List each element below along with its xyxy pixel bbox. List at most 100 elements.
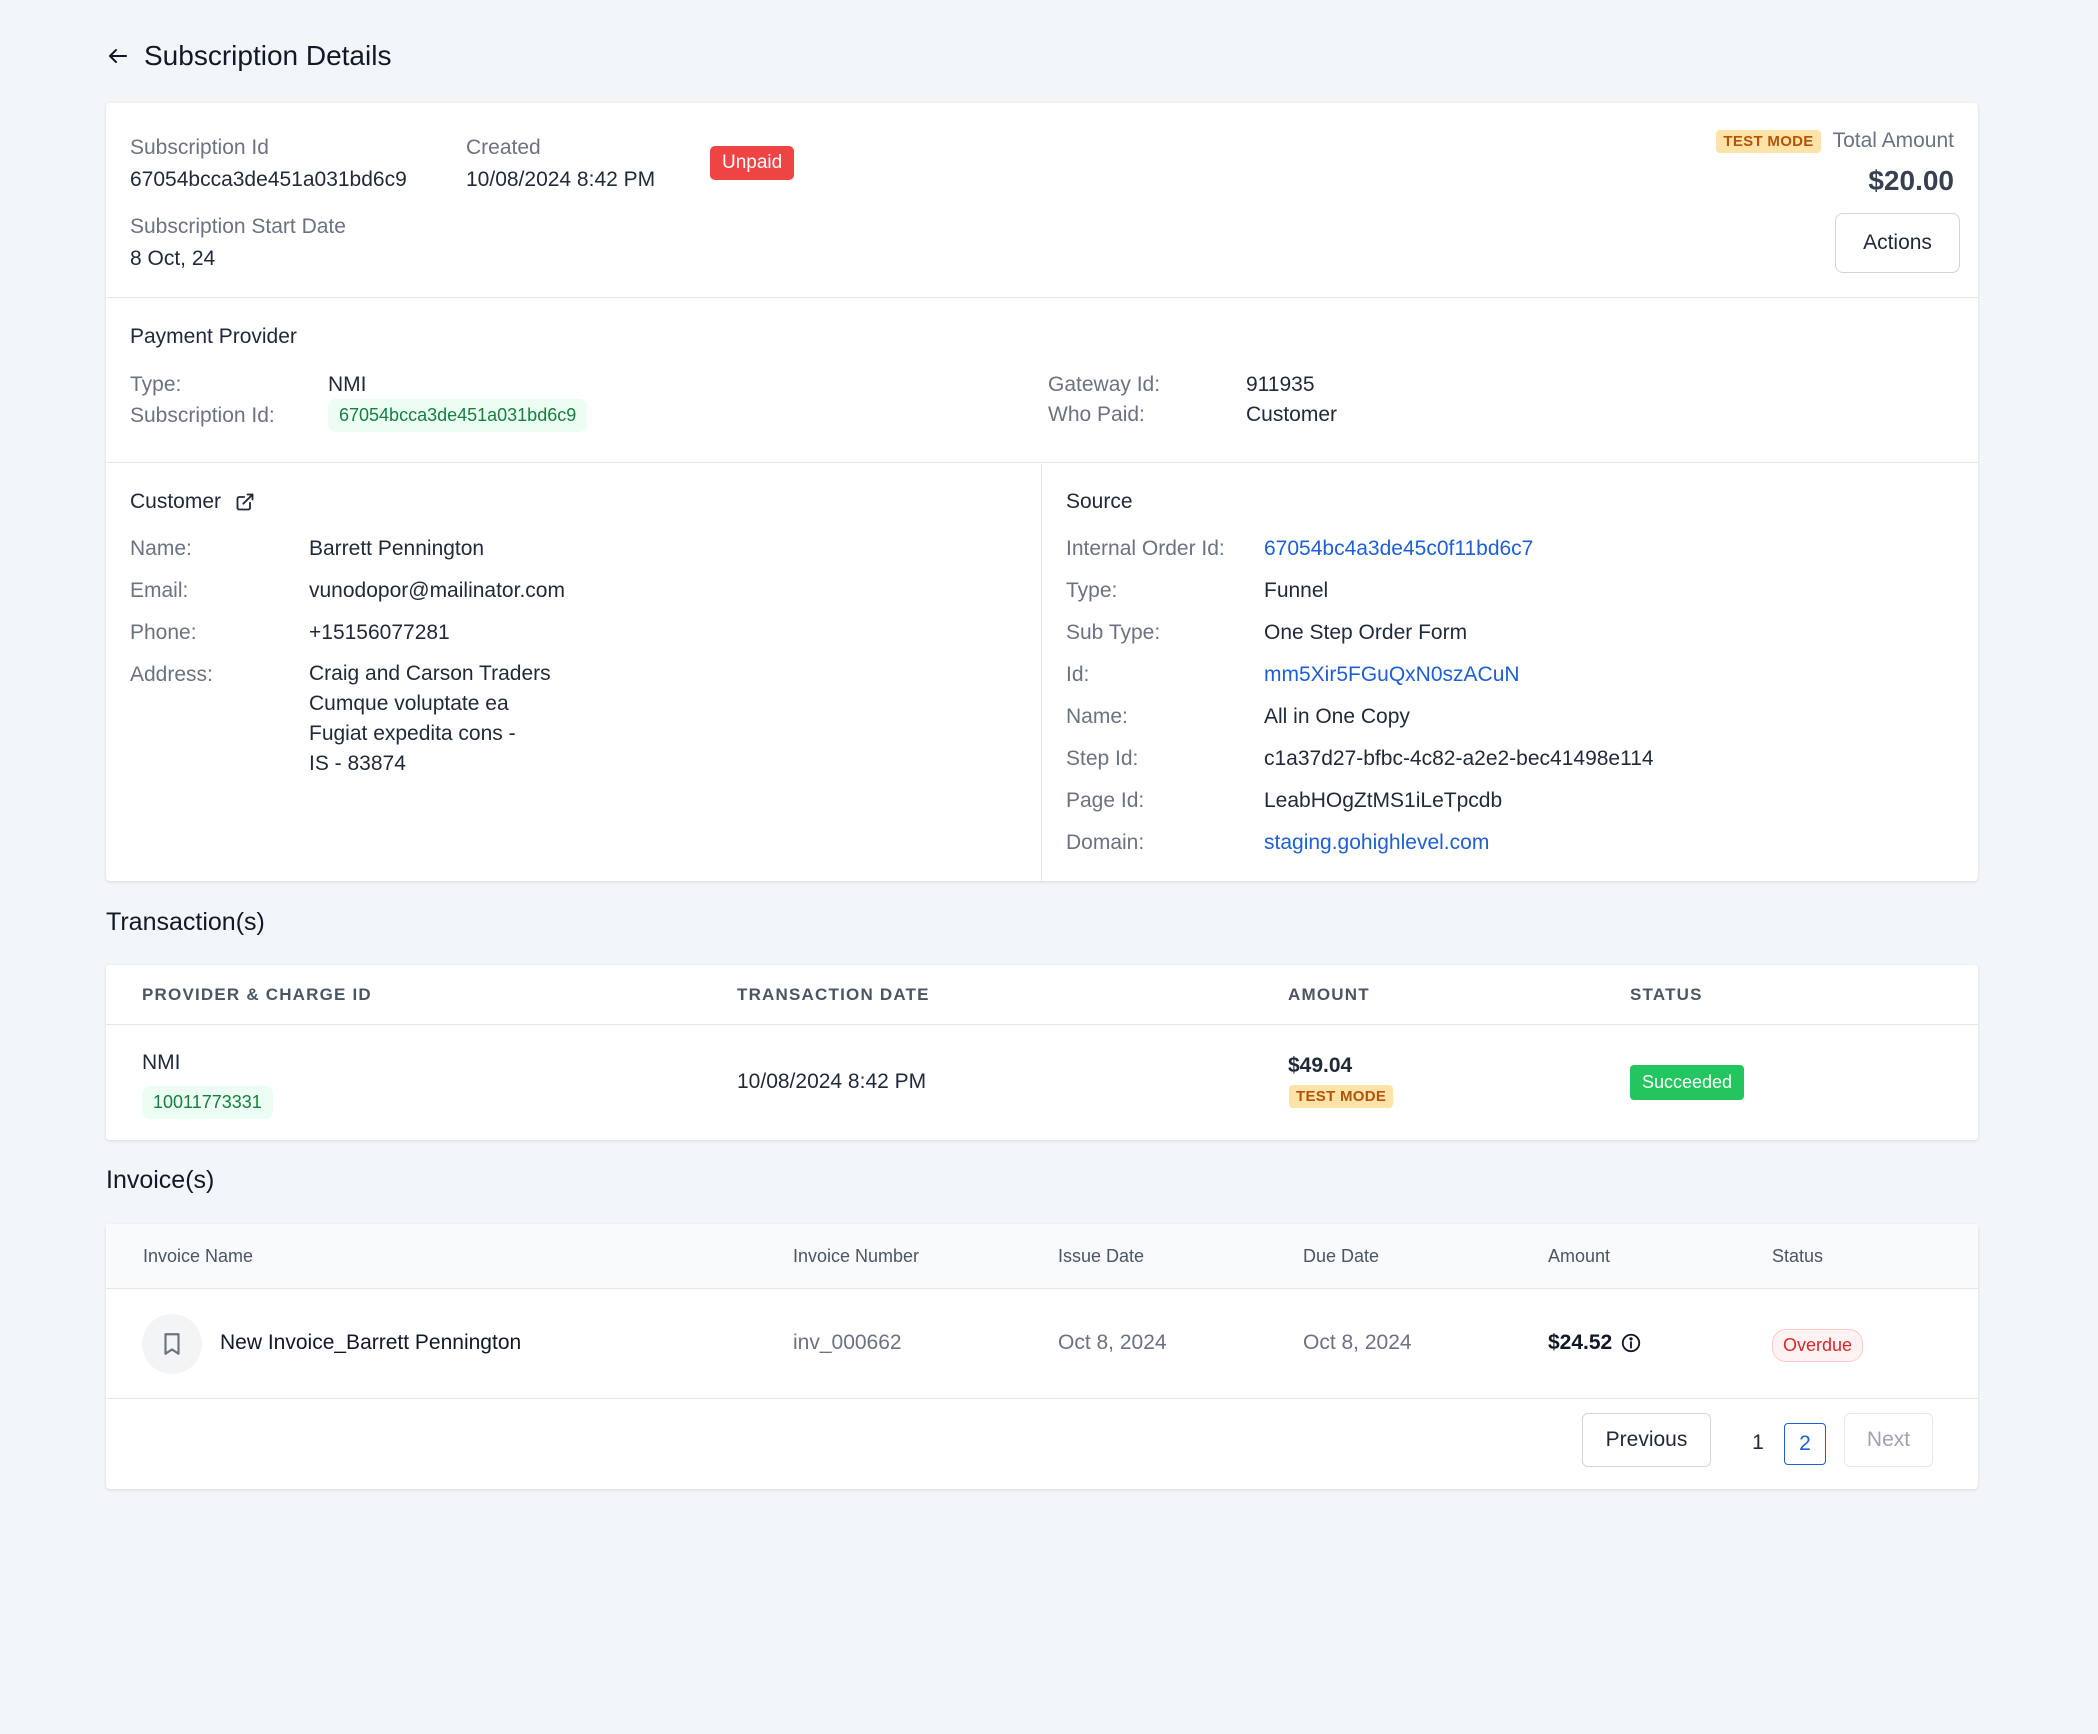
domain-row: Domain: staging.gohighlevel.com <box>1066 831 1489 855</box>
source-id-row: Id: mm5Xir5FGuQxN0szACuN <box>1066 663 1520 687</box>
source-name-label: Name: <box>1066 705 1128 728</box>
page-id-row: Page Id: LeabHOgZtMS1iLeTpcdb <box>1066 789 1502 813</box>
column-header: Due Date <box>1303 1246 1380 1266</box>
created-label: Created <box>466 136 541 159</box>
provider-name: NMI <box>142 1051 181 1074</box>
provider-type-row: Type: NMI <box>130 373 367 397</box>
who-paid-row: Who Paid: Customer <box>1048 403 1337 427</box>
customer-phone-label: Phone: <box>130 621 197 644</box>
address-line: Craig and Carson Traders <box>309 662 551 685</box>
transaction-amount: $49.04 <box>1288 1054 1353 1077</box>
page-id-label: Page Id: <box>1066 789 1145 812</box>
invoices-heading: Invoice(s) <box>106 1166 215 1194</box>
test-mode-badge: TEST MODE <box>1289 1085 1394 1108</box>
subscription-summary: Subscription Id 67054bcca3de451a031bd6c9… <box>106 103 1978 298</box>
column-header: Amount <box>1548 1246 1611 1266</box>
status-badge: Overdue <box>1772 1329 1864 1362</box>
payment-provider-title: Payment Provider <box>130 325 297 348</box>
external-link-icon[interactable] <box>235 492 255 512</box>
source-type-value: Funnel <box>1264 579 1329 602</box>
provider-subscription-id-label: Subscription Id: <box>130 403 275 427</box>
subscription-card: Subscription Id 67054bcca3de451a031bd6c9… <box>106 103 1978 881</box>
internal-order-id-link[interactable]: 67054bc4a3de45c0f11bd6c7 <box>1264 537 1534 560</box>
source-subtype-label: Sub Type: <box>1066 621 1161 644</box>
customer-name-label: Name: <box>130 537 192 560</box>
source-id-label: Id: <box>1066 663 1090 686</box>
column-header: Invoice Number <box>793 1246 920 1266</box>
invoice-icon <box>142 1314 202 1374</box>
status-badge: Unpaid <box>710 146 795 180</box>
address-line: Fugiat expedita cons - <box>309 722 516 745</box>
page-1-button[interactable]: 1 <box>1752 1431 1764 1454</box>
next-button[interactable]: Next <box>1844 1413 1933 1467</box>
column-header: PROVIDER & CHARGE ID <box>142 985 372 1004</box>
transactions-table: PROVIDER & CHARGE ID TRANSACTION DATE AM… <box>106 965 1978 1140</box>
section-divider <box>1041 464 1042 881</box>
info-icon[interactable] <box>1620 1332 1642 1354</box>
page-header: Subscription Details <box>106 40 391 72</box>
customer-email-value: vunodopor@mailinator.com <box>309 579 565 602</box>
created-field: Created 10/08/2024 8:42 PM <box>466 136 655 192</box>
transactions-heading: Transaction(s) <box>106 908 265 936</box>
source-subtype-value: One Step Order Form <box>1264 621 1468 644</box>
customer-source-section: Customer Name: Barrett Pennington Email:… <box>106 464 1978 881</box>
payment-provider-section: Payment Provider Type: NMI Subscription … <box>106 299 1978 463</box>
customer-address-value: Craig and Carson Traders Cumque voluptat… <box>309 659 551 779</box>
column-header: Status <box>1772 1246 1824 1266</box>
step-id-label: Step Id: <box>1066 747 1139 770</box>
customer-address-row: Address: Craig and Carson Traders Cumque… <box>130 662 551 779</box>
customer-name-row: Name: Barrett Pennington <box>130 537 484 561</box>
invoices-table: Invoice Name Invoice Number Issue Date D… <box>106 1224 1978 1489</box>
address-line: IS - 83874 <box>309 752 406 775</box>
column-header: TRANSACTION DATE <box>737 985 930 1004</box>
gateway-id-value: 911935 <box>1246 373 1315 396</box>
who-paid-label: Who Paid: <box>1048 403 1145 426</box>
total-amount-value: $20.00 <box>1868 165 1954 196</box>
back-arrow-icon[interactable] <box>106 44 130 68</box>
column-header: STATUS <box>1630 985 1703 1004</box>
source-type-label: Type: <box>1066 579 1118 602</box>
actions-button[interactable]: Actions <box>1835 213 1960 273</box>
provider-type-label: Type: <box>130 373 182 396</box>
column-header: AMOUNT <box>1288 985 1370 1004</box>
source-subtype-row: Sub Type: One Step Order Form <box>1066 621 1467 645</box>
invoice-amount: $24.52 <box>1548 1331 1613 1354</box>
invoice-amount-cell: $24.52 <box>1548 1331 1642 1355</box>
provider-subscription-id-row: Subscription Id: 67054bcca3de451a031bd6c… <box>130 399 588 432</box>
customer-title-text: Customer <box>130 490 222 513</box>
step-id-row: Step Id: c1a37d27-bfbc-4c82-a2e2-bec4149… <box>1066 747 1654 771</box>
invoice-name[interactable]: New Invoice_Barrett Pennington <box>220 1331 522 1354</box>
subscription-id-label: Subscription Id <box>130 136 269 159</box>
start-date-value: 8 Oct, 24 <box>130 247 216 270</box>
invoice-issue-date: Oct 8, 2024 <box>1058 1331 1167 1354</box>
customer-address-label: Address: <box>130 663 213 686</box>
source-id-link[interactable]: mm5Xir5FGuQxN0szACuN <box>1264 663 1520 686</box>
internal-order-id-row: Internal Order Id: 67054bc4a3de45c0f11bd… <box>1066 537 1533 561</box>
previous-button[interactable]: Previous <box>1582 1413 1711 1467</box>
source-name-value: All in One Copy <box>1264 705 1410 728</box>
gateway-id-label: Gateway Id: <box>1048 373 1161 396</box>
created-value: 10/08/2024 8:42 PM <box>466 168 656 191</box>
start-date-label: Subscription Start Date <box>130 215 346 238</box>
who-paid-value: Customer <box>1246 403 1338 426</box>
invoices-header: Invoice Name Invoice Number Issue Date D… <box>106 1224 1978 1289</box>
page-2-button[interactable]: 2 <box>1784 1423 1826 1465</box>
customer-phone-value: +15156077281 <box>309 621 450 644</box>
domain-link[interactable]: staging.gohighlevel.com <box>1264 831 1490 854</box>
source-title: Source <box>1066 490 1133 513</box>
total-amount-label: Total Amount <box>1832 129 1954 152</box>
column-header: Invoice Name <box>143 1246 254 1266</box>
transaction-date: 10/08/2024 8:42 PM <box>737 1070 927 1093</box>
domain-label: Domain: <box>1066 831 1145 854</box>
customer-email-label: Email: <box>130 579 189 602</box>
customer-name-value: Barrett Pennington <box>309 537 485 560</box>
table-row[interactable]: New Invoice_Barrett Pennington inv_00066… <box>106 1289 1978 1399</box>
gateway-id-row: Gateway Id: 911935 <box>1048 373 1315 397</box>
page-title: Subscription Details <box>144 40 392 71</box>
source-name-row: Name: All in One Copy <box>1066 705 1410 729</box>
page-id-value: LeabHOgZtMS1iLeTpcdb <box>1264 789 1503 812</box>
invoice-number: inv_000662 <box>793 1331 902 1354</box>
subscription-id-value: 67054bcca3de451a031bd6c9 <box>130 168 407 191</box>
start-date-field: Subscription Start Date 8 Oct, 24 <box>130 215 346 271</box>
